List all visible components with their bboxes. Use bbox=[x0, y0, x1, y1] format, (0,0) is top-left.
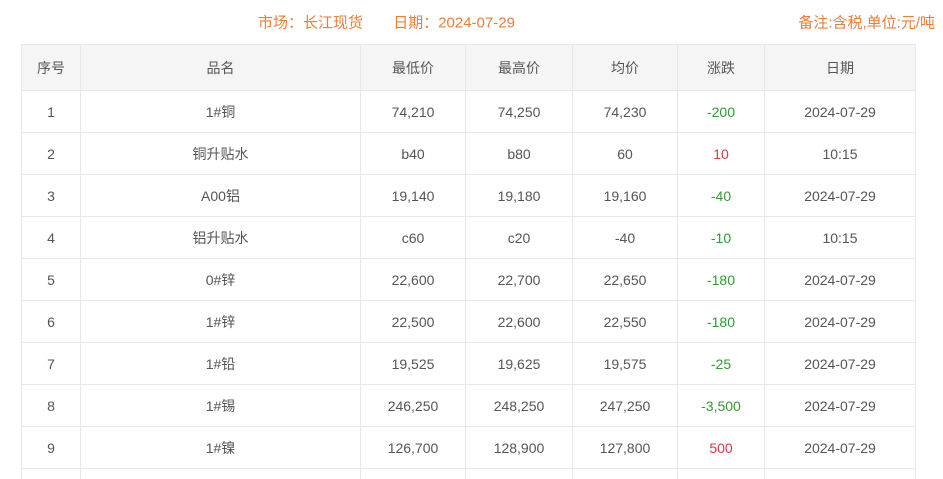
cell-product: 1#镍 bbox=[80, 426, 361, 469]
table-row: 5 0#锌 22,600 22,700 22,650 -180 2024-07-… bbox=[21, 258, 916, 301]
cell-index: 1 bbox=[21, 90, 81, 133]
cell-change: -180 bbox=[677, 258, 765, 301]
cell-high-price: 19,625 bbox=[465, 342, 573, 385]
cell-date: 10:15 bbox=[764, 216, 916, 259]
cell-product bbox=[80, 468, 361, 479]
cell-date: 2024-07-29 bbox=[764, 174, 916, 217]
table-row: 4 铝升贴水 c60 c20 -40 -10 10:15 bbox=[21, 216, 916, 259]
cell-avg-price: 22,650 bbox=[572, 258, 678, 301]
cell-index: 2 bbox=[21, 132, 81, 175]
cell-avg-price: 19,575 bbox=[572, 342, 678, 385]
cell-date: 2024-07-29 bbox=[764, 90, 916, 133]
price-table: 序号 品名 最低价 最高价 均价 涨跌 日期 1 1#铜 74,210 74,2… bbox=[21, 44, 916, 479]
col-header-date: 日期 bbox=[764, 44, 916, 91]
table-row: 6 1#锌 22,500 22,600 22,550 -180 2024-07-… bbox=[21, 300, 916, 343]
table-body: 1 1#铜 74,210 74,250 74,230 -200 2024-07-… bbox=[21, 90, 916, 479]
cell-high-price: 248,250 bbox=[465, 384, 573, 427]
col-header-name: 品名 bbox=[80, 44, 361, 91]
cell-high-price: 128,900 bbox=[465, 426, 573, 469]
cell-low-price: 246,250 bbox=[360, 384, 466, 427]
cell-date bbox=[764, 468, 916, 479]
cell-high-price: 19,180 bbox=[465, 174, 573, 217]
cell-low-price: b40 bbox=[360, 132, 466, 175]
cell-avg-price: 22,550 bbox=[572, 300, 678, 343]
cell-date: 2024-07-29 bbox=[764, 426, 916, 469]
col-header-no: 序号 bbox=[21, 44, 81, 91]
cell-product: 0#锌 bbox=[80, 258, 361, 301]
table-row: 7 1#铅 19,525 19,625 19,575 -25 2024-07-2… bbox=[21, 342, 916, 385]
cell-change: -3,500 bbox=[677, 384, 765, 427]
market-label: 市场：长江现货 bbox=[258, 14, 364, 32]
col-header-high: 最高价 bbox=[465, 44, 573, 91]
cell-date: 10:15 bbox=[764, 132, 916, 175]
cell-index: 4 bbox=[21, 216, 81, 259]
cell-low-price: 22,500 bbox=[360, 300, 466, 343]
page-title: 市场：长江现货 日期：2024-07-29 bbox=[258, 12, 515, 33]
cell-avg-price: 60 bbox=[572, 132, 678, 175]
cell-change: -200 bbox=[677, 90, 765, 133]
col-header-low: 最低价 bbox=[360, 44, 466, 91]
cell-product: 铝升贴水 bbox=[80, 216, 361, 259]
cell-change: -10 bbox=[677, 216, 765, 259]
cell-index: 8 bbox=[21, 384, 81, 427]
table-header-row: 序号 品名 最低价 最高价 均价 涨跌 日期 bbox=[21, 44, 916, 91]
cell-change: 500 bbox=[677, 426, 765, 469]
cell-date: 2024-07-29 bbox=[764, 342, 916, 385]
col-header-change: 涨跌 bbox=[677, 44, 765, 91]
cell-low-price: 22,600 bbox=[360, 258, 466, 301]
cell-low-price: 74,210 bbox=[360, 90, 466, 133]
cell-index: 9 bbox=[21, 426, 81, 469]
page-header: 市场：长江现货 日期：2024-07-29 备注:含税,单位:元/吨 bbox=[0, 0, 943, 44]
table-row: 2 铜升贴水 b40 b80 60 10 10:15 bbox=[21, 132, 916, 175]
cell-product: A00铝 bbox=[80, 174, 361, 217]
table-row-partial bbox=[21, 468, 916, 479]
cell-date: 2024-07-29 bbox=[764, 384, 916, 427]
cell-high-price: b80 bbox=[465, 132, 573, 175]
cell-product: 1#铜 bbox=[80, 90, 361, 133]
cell-index: 5 bbox=[21, 258, 81, 301]
cell-date: 2024-07-29 bbox=[764, 300, 916, 343]
cell-avg-price: -40 bbox=[572, 216, 678, 259]
cell-product: 1#锡 bbox=[80, 384, 361, 427]
cell-high-price: c20 bbox=[465, 216, 573, 259]
cell-change bbox=[677, 468, 765, 479]
date-label: 日期：2024-07-29 bbox=[393, 14, 515, 32]
cell-index: 6 bbox=[21, 300, 81, 343]
cell-index bbox=[21, 468, 81, 479]
cell-date: 2024-07-29 bbox=[764, 258, 916, 301]
cell-change: -180 bbox=[677, 300, 765, 343]
cell-avg-price: 127,800 bbox=[572, 426, 678, 469]
cell-high-price: 74,250 bbox=[465, 90, 573, 133]
cell-high-price bbox=[465, 468, 573, 479]
table-row: 8 1#锡 246,250 248,250 247,250 -3,500 202… bbox=[21, 384, 916, 427]
cell-change: -25 bbox=[677, 342, 765, 385]
cell-low-price: c60 bbox=[360, 216, 466, 259]
table-row: 3 A00铝 19,140 19,180 19,160 -40 2024-07-… bbox=[21, 174, 916, 217]
remark-note: 备注:含税,单位:元/吨 bbox=[798, 14, 935, 32]
cell-avg-price: 19,160 bbox=[572, 174, 678, 217]
cell-low-price: 126,700 bbox=[360, 426, 466, 469]
cell-product: 铜升贴水 bbox=[80, 132, 361, 175]
table-row: 9 1#镍 126,700 128,900 127,800 500 2024-0… bbox=[21, 426, 916, 469]
cell-high-price: 22,700 bbox=[465, 258, 573, 301]
cell-avg-price bbox=[572, 468, 678, 479]
cell-change: 10 bbox=[677, 132, 765, 175]
cell-low-price: 19,140 bbox=[360, 174, 466, 217]
cell-product: 1#锌 bbox=[80, 300, 361, 343]
cell-avg-price: 74,230 bbox=[572, 90, 678, 133]
cell-high-price: 22,600 bbox=[465, 300, 573, 343]
cell-index: 3 bbox=[21, 174, 81, 217]
cell-low-price: 19,525 bbox=[360, 342, 466, 385]
table-row: 1 1#铜 74,210 74,250 74,230 -200 2024-07-… bbox=[21, 90, 916, 133]
cell-change: -40 bbox=[677, 174, 765, 217]
col-header-avg: 均价 bbox=[572, 44, 678, 91]
cell-index: 7 bbox=[21, 342, 81, 385]
cell-low-price bbox=[360, 468, 466, 479]
cell-product: 1#铅 bbox=[80, 342, 361, 385]
cell-avg-price: 247,250 bbox=[572, 384, 678, 427]
